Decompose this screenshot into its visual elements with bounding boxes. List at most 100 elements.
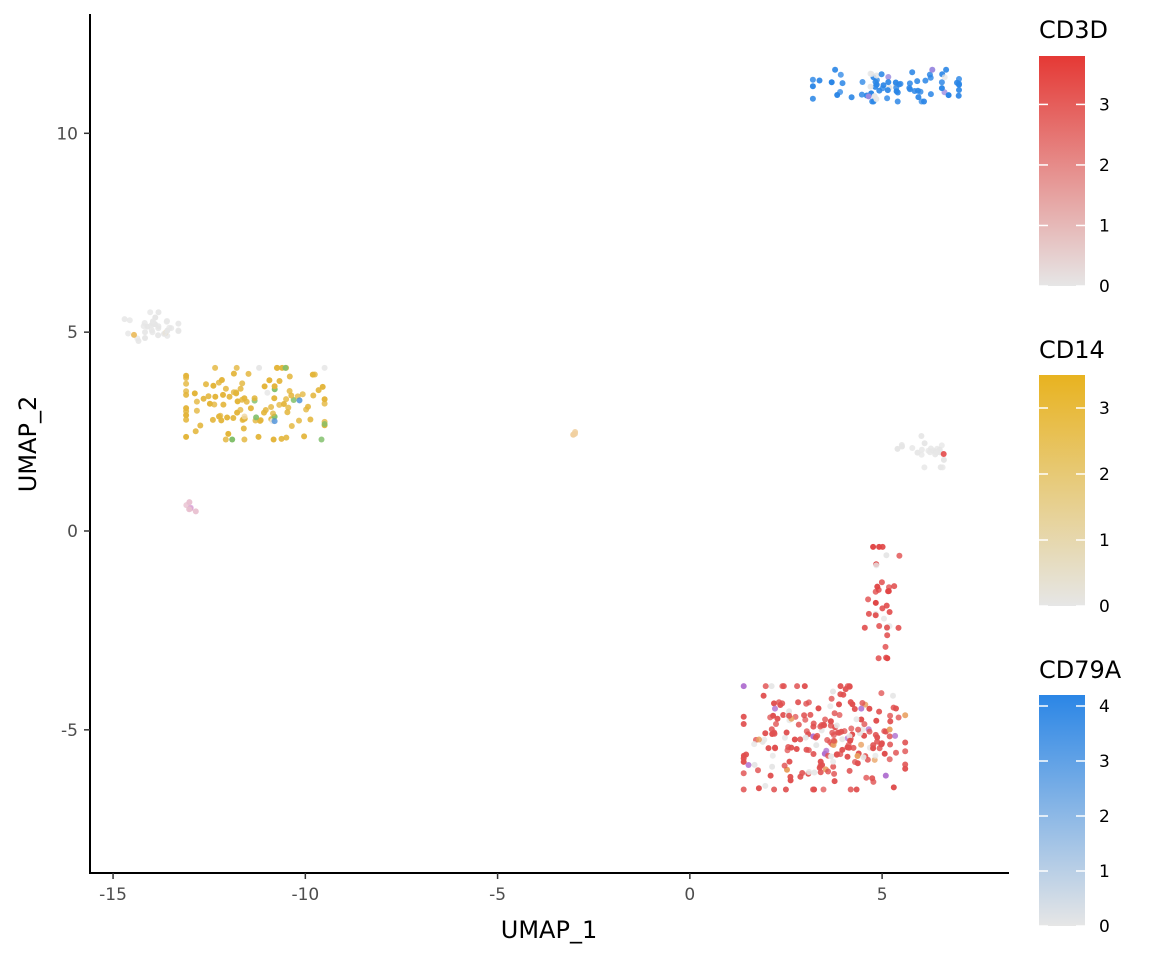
- cell-point: [830, 732, 837, 738]
- cell-point: [802, 716, 809, 723]
- cell-point: [844, 753, 851, 760]
- y-tick-label: 5: [67, 323, 78, 343]
- cell-point: [902, 761, 909, 768]
- cell-point: [256, 364, 263, 371]
- cell-point: [837, 691, 844, 698]
- cell-point: [183, 380, 190, 387]
- legend-tick-label: 1: [1099, 862, 1110, 882]
- cell-point: [755, 785, 762, 792]
- legend-tick-label: 0: [1099, 277, 1110, 297]
- cell-point: [270, 410, 276, 417]
- cell-point: [288, 423, 295, 429]
- cell-point: [874, 738, 881, 745]
- cell-point: [815, 705, 822, 712]
- cell-point: [846, 767, 853, 774]
- cell-point: [802, 734, 809, 741]
- cell-point: [865, 93, 872, 100]
- cell-point: [866, 728, 873, 735]
- cell-point: [846, 733, 853, 740]
- cell-point: [203, 381, 209, 388]
- cell-point: [226, 393, 233, 400]
- cell-point: [872, 752, 879, 759]
- cell-point: [884, 95, 891, 102]
- cell-point: [205, 393, 212, 400]
- cell-point: [321, 400, 328, 407]
- cell-point: [234, 398, 241, 405]
- cell-point: [884, 87, 891, 94]
- cell-point: [836, 729, 843, 736]
- cell-point: [212, 364, 219, 371]
- cell-point: [193, 398, 200, 405]
- cell-point: [803, 728, 810, 735]
- cell-point: [940, 451, 947, 457]
- cell-point: [883, 602, 890, 609]
- cell-point: [879, 543, 886, 550]
- legend-tick-label: 1: [1099, 216, 1110, 236]
- cell-point: [817, 758, 824, 765]
- cell-point: [922, 77, 929, 84]
- cell-point: [955, 92, 962, 99]
- cell-point: [929, 66, 936, 73]
- cell-point: [149, 318, 156, 325]
- cell-point: [847, 786, 854, 793]
- cell-point: [779, 683, 786, 690]
- cell-point: [222, 436, 229, 443]
- cell-point: [301, 433, 308, 440]
- cell-point: [884, 624, 890, 631]
- cell-point: [933, 449, 940, 456]
- cell-point: [806, 769, 812, 775]
- cell-point: [794, 683, 801, 690]
- y-tick-label: 0: [67, 522, 78, 542]
- cell-point: [278, 435, 285, 442]
- cell-point: [869, 775, 876, 782]
- legend-tick-label: 2: [1099, 156, 1110, 176]
- cell-point: [290, 397, 297, 403]
- cell-point: [848, 725, 855, 732]
- legend-colorbar: [1039, 375, 1085, 606]
- cell-point: [125, 330, 132, 337]
- cell-point: [131, 331, 137, 338]
- cell-point: [921, 464, 928, 471]
- cell-point: [909, 69, 916, 76]
- cell-point: [797, 736, 804, 743]
- cell-point: [319, 383, 326, 390]
- cell-point: [801, 683, 808, 690]
- cell-point: [305, 403, 311, 410]
- cell-point: [321, 364, 328, 371]
- legend-title: CD79A: [1039, 656, 1122, 684]
- cell-point: [863, 774, 870, 781]
- cell-point: [817, 769, 824, 776]
- cell-point: [767, 714, 774, 721]
- cell-point: [839, 80, 846, 87]
- cell-point: [262, 407, 269, 413]
- cell-point: [830, 763, 837, 770]
- cell-point: [321, 396, 328, 403]
- cell-point: [894, 445, 901, 452]
- cell-point: [760, 692, 767, 699]
- cell-point: [255, 433, 262, 440]
- cell-point: [827, 703, 834, 710]
- cell-point: [183, 391, 190, 398]
- cell-point: [865, 610, 872, 617]
- cell-point: [155, 309, 162, 316]
- cell-point: [273, 364, 280, 371]
- cell-point: [740, 755, 747, 762]
- cell-point: [183, 433, 190, 440]
- cell-point: [895, 714, 902, 721]
- cell-point: [809, 76, 816, 83]
- cell-point: [836, 712, 843, 718]
- cell-point: [264, 389, 271, 396]
- cell-point: [837, 683, 844, 690]
- cell-point: [740, 786, 747, 793]
- cell-point: [318, 436, 325, 443]
- cell-point: [813, 742, 820, 749]
- cell-point: [268, 404, 275, 410]
- cell-point: [868, 71, 875, 77]
- cell-point: [902, 748, 909, 755]
- cell-point: [830, 742, 837, 748]
- cell-point: [828, 695, 835, 702]
- cell-point: [230, 389, 237, 396]
- cell-point: [906, 80, 913, 87]
- cell-point: [288, 392, 295, 399]
